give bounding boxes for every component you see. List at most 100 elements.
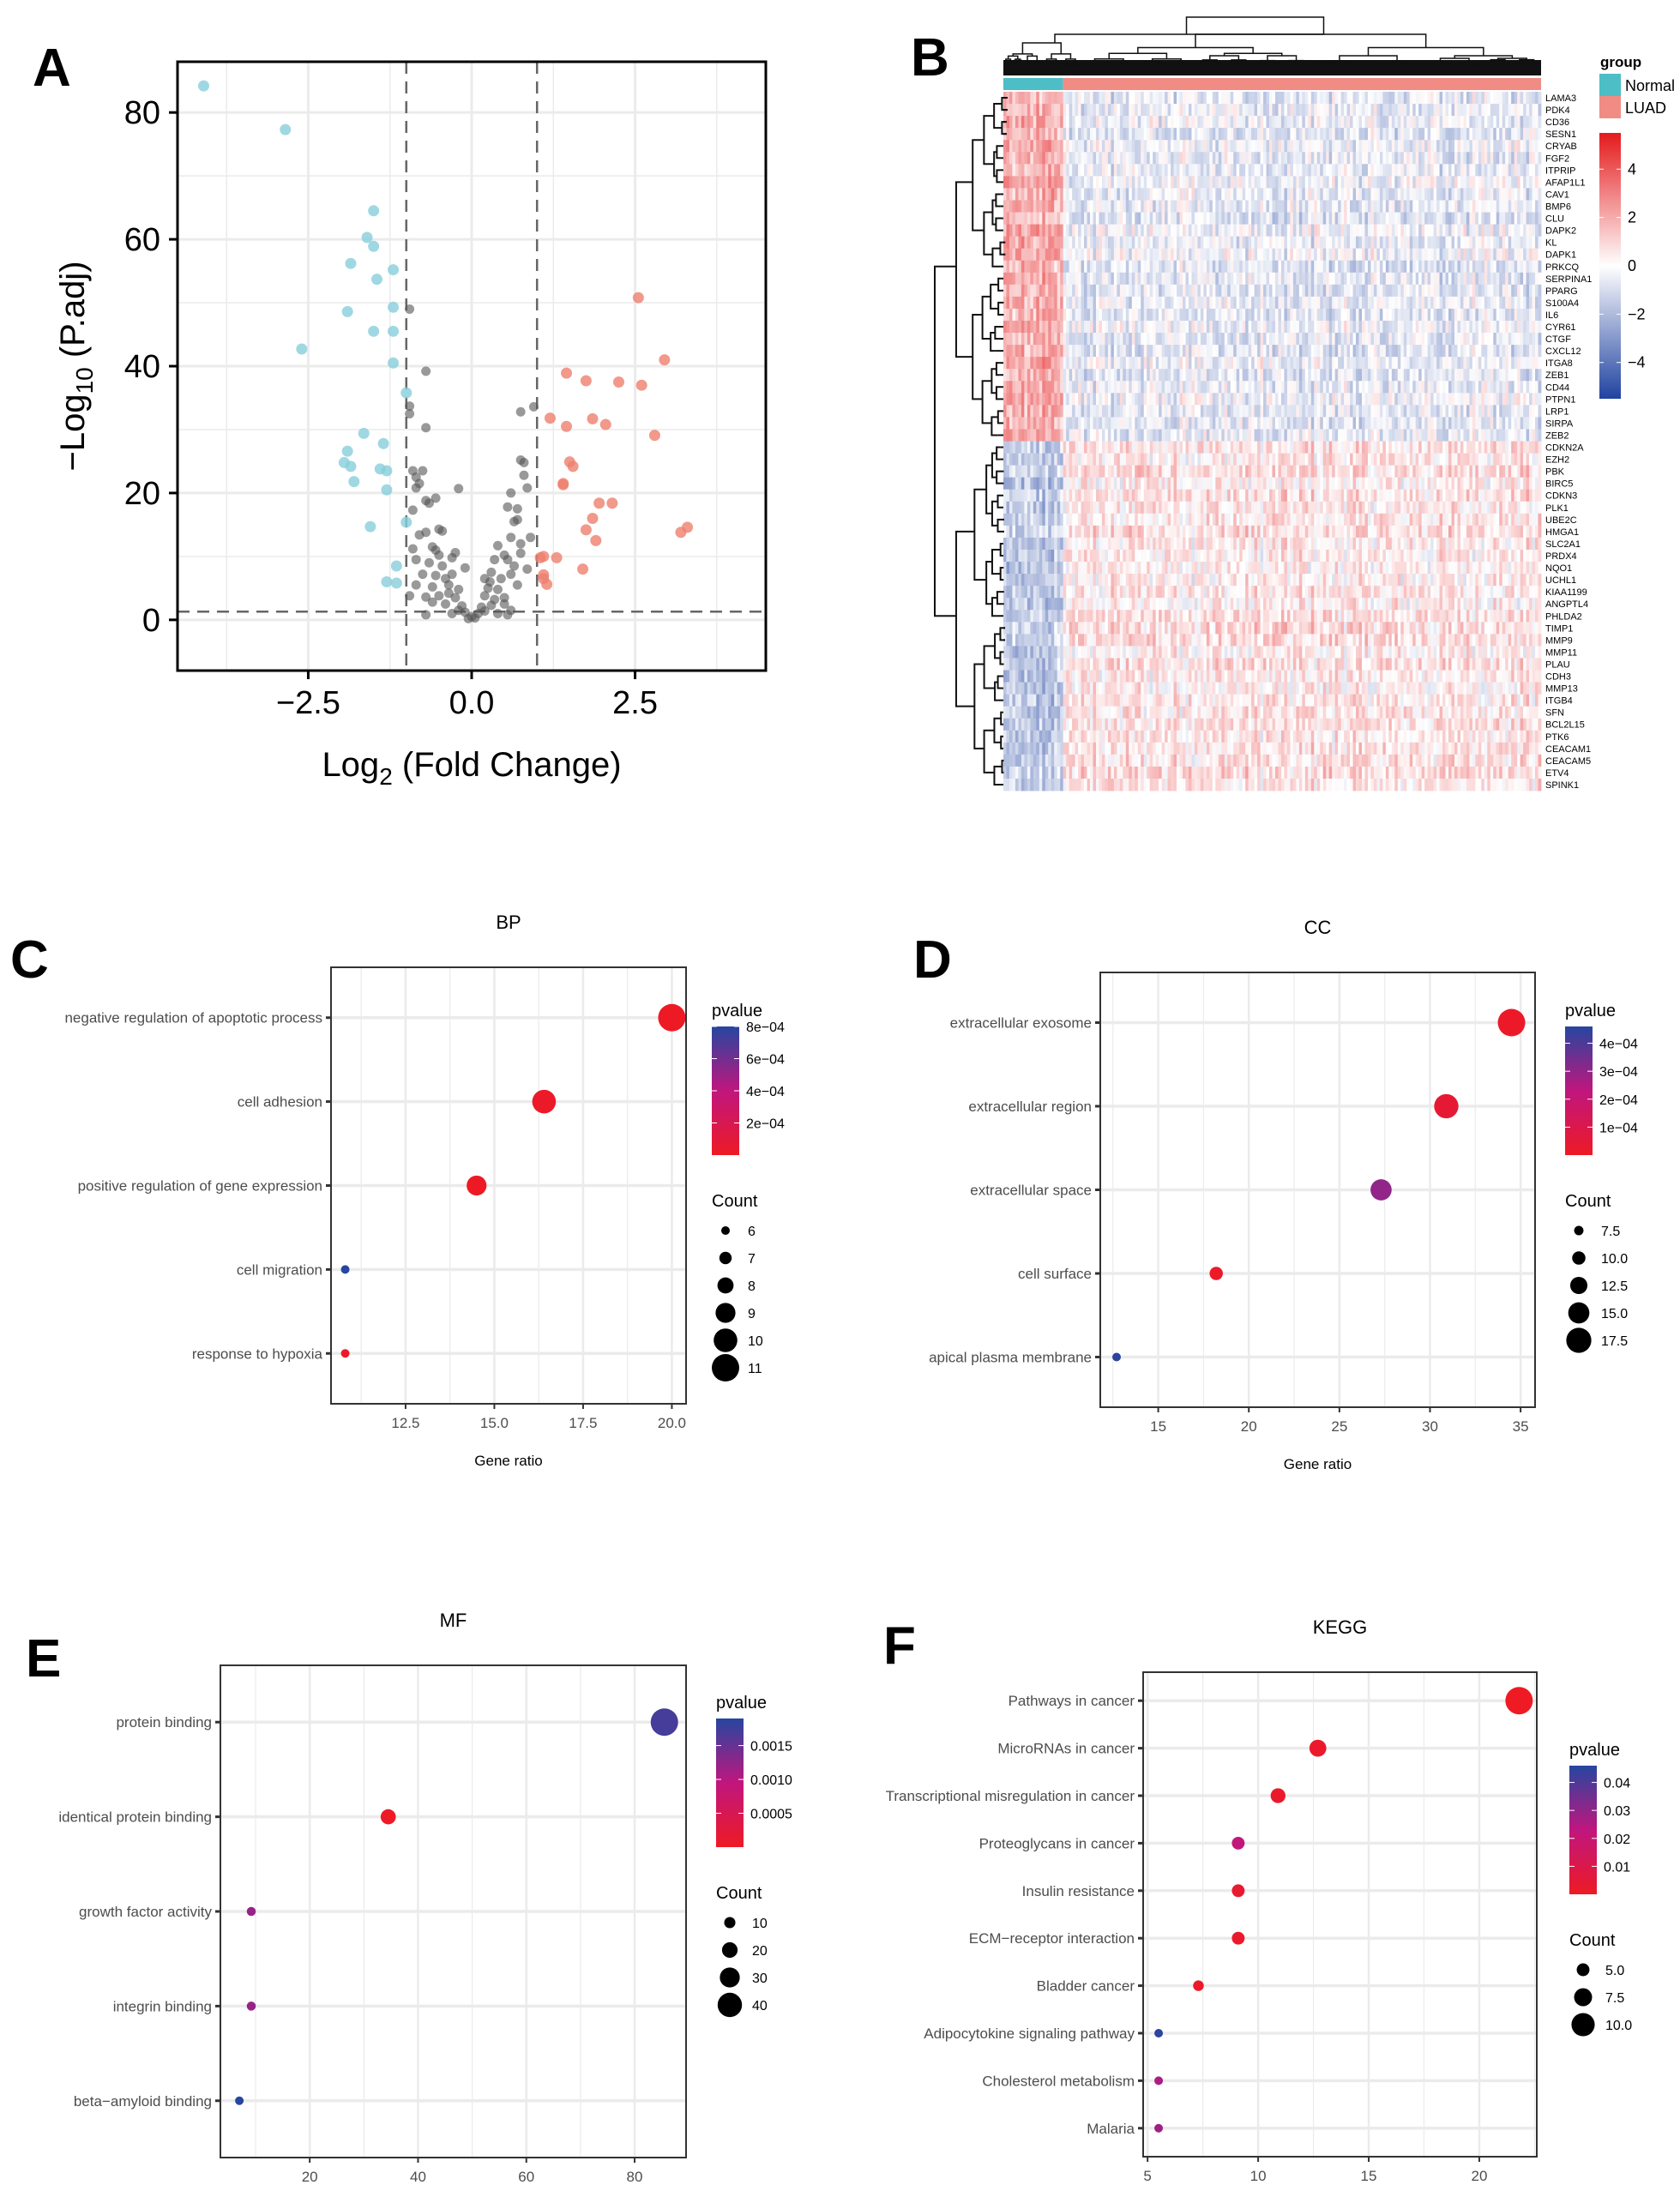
heatmap-cell: [1514, 272, 1518, 286]
heatmap-cell: [1057, 176, 1061, 189]
y-tick-label: 80: [124, 95, 160, 131]
heatmap-cell: [1505, 236, 1509, 250]
heatmap-cell: [1403, 104, 1407, 117]
heatmap-cell: [1403, 188, 1407, 201]
heatmap-cell: [1356, 116, 1359, 129]
heatmap-cell: [1350, 116, 1353, 129]
heatmap-cell: [1224, 188, 1228, 201]
heatmap-cell: [1326, 176, 1330, 189]
heatmap-cell: [1493, 296, 1497, 310]
heatmap-cell: [1212, 200, 1216, 213]
heatmap-cell: [1418, 248, 1423, 262]
heatmap-cell: [1511, 128, 1515, 141]
heatmap-cell: [1119, 284, 1123, 298]
heatmap-cell: [1364, 224, 1369, 238]
heatmap-cell: [1397, 308, 1401, 322]
heatmap-cell: [1304, 104, 1309, 117]
heatmap-cell: [1051, 393, 1055, 406]
heatmap-cell: [1188, 248, 1192, 262]
heatmap-cell: [1105, 345, 1109, 358]
heatmap-cell: [1352, 369, 1357, 382]
heatmap-cell: [1460, 308, 1464, 322]
heatmap-cell: [1532, 152, 1536, 165]
heatmap-cell: [1496, 248, 1500, 262]
heatmap-cell: [1006, 128, 1010, 141]
heatmap-cell: [1296, 320, 1300, 334]
heatmap-cell: [1430, 345, 1434, 358]
heatmap-cell: [1075, 92, 1079, 105]
heatmap-cell: [1328, 308, 1333, 322]
heatmap-cell: [1322, 200, 1327, 213]
heatmap-cell: [1135, 260, 1139, 274]
heatmap-cell: [1015, 188, 1019, 201]
heatmap-cell: [1490, 188, 1494, 201]
heatmap-cell: [1069, 104, 1073, 117]
heatmap-cell: [1314, 357, 1318, 370]
heatmap-cell: [1385, 212, 1389, 225]
heatmap-cell: [1177, 345, 1180, 358]
heatmap-cell: [1239, 176, 1243, 189]
heatmap-cell: [1532, 188, 1536, 201]
heatmap-cell: [1093, 116, 1097, 129]
heatmap-cell: [1511, 357, 1515, 370]
heatmap-cell: [1042, 152, 1046, 165]
heatmap-cell: [1284, 224, 1288, 238]
heatmap-cell: [1532, 140, 1536, 153]
heatmap-cell: [1364, 128, 1369, 141]
heatmap-cell: [1230, 284, 1234, 298]
heatmap-cell: [1248, 345, 1252, 358]
heatmap-cell: [1302, 272, 1306, 286]
heatmap-cell: [1212, 357, 1216, 370]
heatmap-cell: [1439, 296, 1443, 310]
heatmap-cell: [1239, 248, 1243, 262]
heatmap-cell: [1107, 320, 1111, 334]
heatmap-cell: [1263, 248, 1267, 262]
up-regulated-point: [567, 460, 579, 473]
heatmap-cell: [1131, 92, 1135, 105]
heatmap-cell: [1290, 272, 1294, 286]
heatmap-cell: [1292, 152, 1297, 165]
heatmap-cell: [1415, 345, 1419, 358]
heatmap-cell: [1442, 176, 1446, 189]
heatmap-cell: [1535, 104, 1538, 117]
heatmap-cell: [1119, 345, 1123, 358]
heatmap-cell: [1185, 164, 1189, 177]
heatmap-cell: [1322, 333, 1327, 346]
non-significant-point: [503, 555, 513, 565]
heatmap-cell: [1230, 345, 1234, 358]
heatmap-cell: [1045, 224, 1049, 238]
heatmap-cell: [1484, 104, 1488, 117]
heatmap-cell: [1286, 176, 1291, 189]
heatmap-cell: [1185, 152, 1189, 165]
heatmap-cell: [1129, 224, 1133, 238]
dendrogram-branch: [1370, 61, 1380, 65]
heatmap-cell: [1078, 381, 1081, 394]
heatmap-cell: [1212, 284, 1216, 298]
heatmap-cell: [1326, 357, 1330, 370]
non-significant-point: [447, 552, 457, 563]
heatmap-cell: [1484, 128, 1488, 141]
heatmap-cell: [1364, 260, 1369, 274]
dendrogram-branch: [1169, 63, 1178, 66]
heatmap-cell: [1487, 212, 1491, 225]
heatmap-cell: [1206, 116, 1210, 129]
heatmap-cell: [1015, 260, 1019, 274]
heatmap-cell: [1496, 92, 1500, 105]
heatmap-cell: [1188, 272, 1192, 286]
heatmap-cell: [1260, 140, 1264, 153]
heatmap-cell: [1057, 296, 1061, 310]
heatmap-cell: [1051, 296, 1055, 310]
heatmap-cell: [1379, 381, 1383, 394]
heatmap-cell: [1131, 116, 1135, 129]
dendrogram-branch: [1339, 55, 1398, 61]
heatmap-cell: [1165, 140, 1168, 153]
heatmap-cell: [1358, 248, 1363, 262]
heatmap-cell: [1454, 393, 1458, 406]
heatmap-cell: [1367, 320, 1371, 334]
heatmap-cell: [1072, 296, 1075, 310]
heatmap-cell: [1290, 164, 1294, 177]
heatmap-cell: [1436, 104, 1440, 117]
heatmap-cell: [1320, 357, 1324, 370]
heatmap-cell: [1466, 284, 1470, 298]
heatmap-cell: [1412, 345, 1417, 358]
